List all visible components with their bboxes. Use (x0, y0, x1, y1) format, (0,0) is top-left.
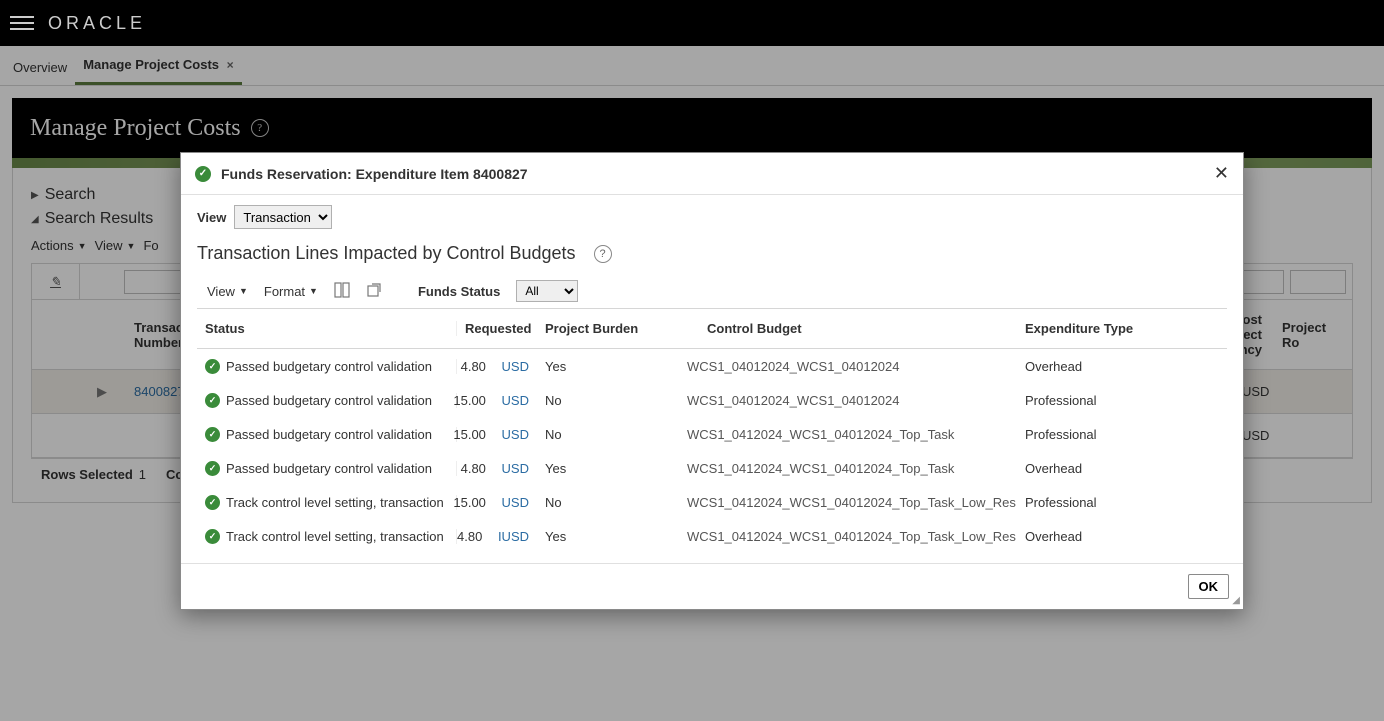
cell-control-budget: WCS1_04012024_WCS1_04012024 (657, 393, 1017, 408)
dialog-body: View Transaction Transaction Lines Impac… (181, 195, 1243, 563)
section-title: Transaction Lines Impacted by Control Bu… (197, 243, 1227, 264)
close-icon[interactable]: ✕ (1214, 163, 1229, 184)
cell-expenditure-type: Professional (1017, 427, 1177, 442)
transaction-lines-table: Status Requested Project Burden Control … (197, 308, 1227, 553)
requested-amount: 15.00 (453, 495, 486, 510)
cell-expenditure-type: Overhead (1017, 461, 1177, 476)
cell-control-budget: WCS1_04012024_WCS1_04012024 (657, 359, 1017, 374)
currency-link[interactable]: USD (502, 495, 529, 510)
cell-expenditure-type: Professional (1017, 495, 1177, 510)
cell-control-budget: WCS1_0412024_WCS1_04012024_Top_Task_Low_… (657, 495, 1017, 510)
cell-status: ✓ Passed budgetary control validation (197, 461, 457, 476)
status-success-icon: ✓ (205, 461, 220, 476)
cell-burden: Yes (537, 461, 657, 476)
col-requested[interactable]: Requested (457, 321, 537, 336)
status-text: Track control level setting, transaction (226, 495, 444, 510)
view-select[interactable]: Transaction (234, 205, 332, 229)
cell-requested: 15.00 USD (457, 495, 537, 510)
requested-amount: 15.00 (453, 427, 486, 442)
cell-requested: 4.80 USD (457, 461, 537, 476)
table-header-row: Status Requested Project Burden Control … (197, 309, 1227, 349)
col-expenditure-type[interactable]: Expenditure Type (1017, 321, 1177, 336)
resize-grip-icon[interactable]: ◢ (1232, 595, 1240, 606)
cell-requested: 4.80 IUSD (457, 529, 537, 544)
cell-expenditure-type: Overhead (1017, 359, 1177, 374)
col-status[interactable]: Status (197, 321, 457, 336)
funds-reservation-dialog: ✓ Funds Reservation: Expenditure Item 84… (180, 152, 1244, 610)
currency-link[interactable]: USD (502, 427, 529, 442)
cell-requested: 15.00 USD (457, 393, 537, 408)
dialog-title: Funds Reservation: Expenditure Item 8400… (221, 166, 528, 182)
cell-control-budget: WCS1_0412024_WCS1_04012024_Top_Task (657, 427, 1017, 442)
cell-burden: Yes (537, 529, 657, 544)
caret-down-icon: ▼ (309, 286, 318, 296)
cell-burden: Yes (537, 359, 657, 374)
dialog-footer: OK ◢ (181, 563, 1243, 609)
status-text: Track control level setting, transaction (226, 529, 444, 544)
funds-status-label: Funds Status (418, 284, 500, 299)
cell-requested: 15.00 USD (457, 427, 537, 442)
view-label: View (197, 210, 226, 225)
table-row[interactable]: ✓ Passed budgetary control validation 15.0… (197, 383, 1227, 417)
status-text: Passed budgetary control validation (226, 359, 432, 374)
caret-down-icon: ▼ (239, 286, 248, 296)
status-text: Passed budgetary control validation (226, 461, 432, 476)
freeze-icon[interactable] (334, 282, 350, 301)
help-icon[interactable]: ? (594, 245, 612, 263)
status-text: Passed budgetary control validation (226, 427, 432, 442)
col-project-burden[interactable]: Project Burden (537, 321, 657, 336)
cell-control-budget: WCS1_0412024_WCS1_04012024_Top_Task_Low_… (657, 529, 1017, 544)
cell-status: ✓ Track control level setting, transactio… (197, 495, 457, 510)
cell-burden: No (537, 495, 657, 510)
cell-expenditure-type: Overhead (1017, 529, 1177, 544)
cell-status: ✓ Track control level setting, transactio… (197, 529, 457, 544)
cell-requested: 4.80 USD (457, 359, 537, 374)
requested-amount: 15.00 (453, 393, 486, 408)
requested-amount: 4.80 (457, 529, 482, 544)
table-row[interactable]: ✓ Passed budgetary control validation 4.80… (197, 451, 1227, 485)
view-menu[interactable]: View ▼ (207, 284, 248, 299)
detach-icon[interactable] (366, 282, 382, 301)
currency-link[interactable]: USD (502, 461, 529, 476)
hamburger-menu-icon[interactable] (10, 11, 34, 35)
currency-link[interactable]: USD (502, 393, 529, 408)
requested-amount: 4.80 (461, 461, 486, 476)
modal-toolbar: View ▼ Format ▼ Funds Status All (197, 274, 1227, 308)
table-row[interactable]: ✓ Passed budgetary control validation 15.0… (197, 417, 1227, 451)
cell-expenditure-type: Professional (1017, 393, 1177, 408)
currency-link[interactable]: USD (502, 359, 529, 374)
table-row[interactable]: ✓ Track control level setting, transactio… (197, 519, 1227, 553)
top-bar: ORACLE (0, 0, 1384, 46)
status-success-icon: ✓ (205, 427, 220, 442)
format-menu[interactable]: Format ▼ (264, 284, 318, 299)
status-text: Passed budgetary control validation (226, 393, 432, 408)
cell-status: ✓ Passed budgetary control validation (197, 427, 457, 442)
status-success-icon: ✓ (205, 359, 220, 374)
dialog-header: ✓ Funds Reservation: Expenditure Item 84… (181, 153, 1243, 195)
cell-burden: No (537, 393, 657, 408)
col-control-budget[interactable]: Control Budget (657, 321, 1017, 336)
cell-burden: No (537, 427, 657, 442)
table-row[interactable]: ✓ Track control level setting, transactio… (197, 485, 1227, 519)
brand-logo: ORACLE (48, 13, 146, 34)
status-success-icon: ✓ (205, 393, 220, 408)
view-selector-row: View Transaction (197, 205, 1227, 229)
cell-status: ✓ Passed budgetary control validation (197, 393, 457, 408)
status-success-icon: ✓ (205, 495, 220, 510)
table-row[interactable]: ✓ Passed budgetary control validation 4.80… (197, 349, 1227, 383)
currency-link[interactable]: IUSD (498, 529, 529, 544)
requested-amount: 4.80 (461, 359, 486, 374)
funds-status-select[interactable]: All (516, 280, 578, 302)
cell-status: ✓ Passed budgetary control validation (197, 359, 457, 374)
cell-control-budget: WCS1_0412024_WCS1_04012024_Top_Task (657, 461, 1017, 476)
ok-button[interactable]: OK (1188, 574, 1230, 599)
status-success-icon: ✓ (205, 529, 220, 544)
status-success-icon: ✓ (195, 166, 211, 182)
